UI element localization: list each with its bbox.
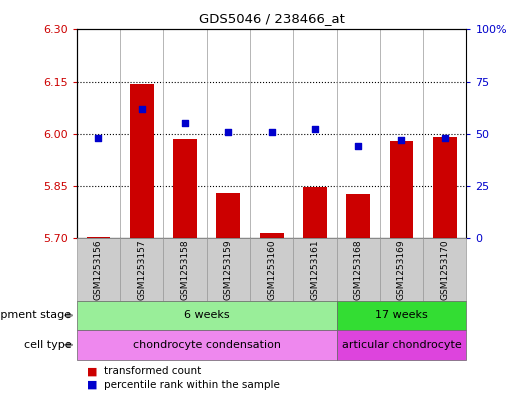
Bar bbox=[250, 238, 293, 301]
Text: GSM1253170: GSM1253170 bbox=[440, 239, 449, 299]
Text: chondrocyte condensation: chondrocyte condensation bbox=[132, 340, 281, 350]
Bar bbox=[303, 187, 327, 238]
Text: transformed count: transformed count bbox=[104, 366, 201, 376]
Text: ■: ■ bbox=[87, 380, 98, 390]
Point bbox=[440, 135, 449, 141]
Text: GSM1253160: GSM1253160 bbox=[267, 239, 276, 299]
Bar bbox=[173, 139, 197, 238]
Text: GSM1253158: GSM1253158 bbox=[181, 239, 190, 299]
Bar bbox=[380, 238, 423, 301]
Text: GSM1253169: GSM1253169 bbox=[397, 239, 406, 299]
Bar bbox=[390, 141, 413, 238]
Point bbox=[137, 105, 146, 112]
Point bbox=[354, 143, 363, 149]
Bar bbox=[293, 238, 337, 301]
Point bbox=[181, 120, 189, 126]
Bar bbox=[337, 301, 466, 330]
Bar bbox=[77, 301, 337, 330]
Point bbox=[224, 129, 233, 135]
Bar bbox=[207, 238, 250, 301]
Bar bbox=[163, 238, 207, 301]
Bar bbox=[77, 330, 337, 360]
Bar bbox=[216, 193, 240, 238]
Text: percentile rank within the sample: percentile rank within the sample bbox=[104, 380, 280, 390]
Bar bbox=[346, 195, 370, 238]
Point bbox=[94, 135, 103, 141]
Bar bbox=[130, 84, 154, 238]
Text: GSM1253159: GSM1253159 bbox=[224, 239, 233, 299]
Bar bbox=[260, 233, 284, 238]
Bar bbox=[337, 330, 466, 360]
Text: 17 weeks: 17 weeks bbox=[375, 310, 428, 320]
Bar bbox=[337, 238, 380, 301]
Text: ■: ■ bbox=[87, 366, 98, 376]
Title: GDS5046 / 238466_at: GDS5046 / 238466_at bbox=[199, 13, 344, 26]
Text: GSM1253168: GSM1253168 bbox=[354, 239, 363, 299]
Point bbox=[398, 137, 406, 143]
Text: articular chondrocyte: articular chondrocyte bbox=[342, 340, 461, 350]
Text: GSM1253156: GSM1253156 bbox=[94, 239, 103, 299]
Text: cell type: cell type bbox=[24, 340, 72, 350]
Point bbox=[267, 129, 276, 135]
Point bbox=[311, 126, 319, 132]
Bar bbox=[86, 237, 110, 238]
Text: 6 weeks: 6 weeks bbox=[184, 310, 229, 320]
Bar bbox=[77, 238, 120, 301]
Bar bbox=[433, 137, 457, 238]
Text: GSM1253157: GSM1253157 bbox=[137, 239, 146, 299]
Text: GSM1253161: GSM1253161 bbox=[311, 239, 320, 299]
Text: development stage: development stage bbox=[0, 310, 72, 320]
Bar bbox=[423, 238, 466, 301]
Bar bbox=[120, 238, 163, 301]
